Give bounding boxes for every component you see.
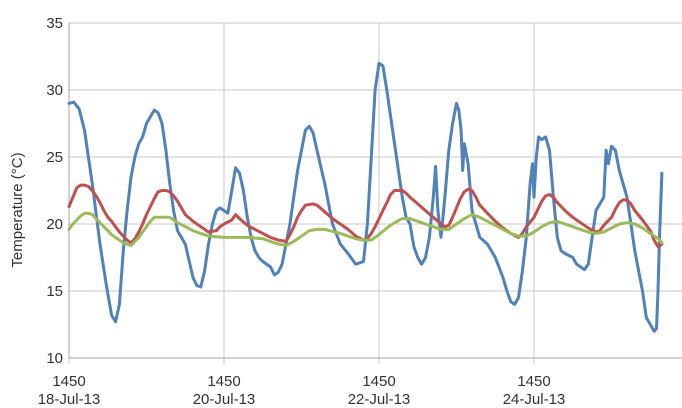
- y-tick-label: 25: [46, 149, 63, 166]
- y-tick-label: 35: [46, 15, 63, 32]
- x-tick-date-label: 24-Jul-13: [503, 391, 566, 408]
- x-tick-time-label: 1450: [362, 373, 395, 390]
- x-tick-date-label: 22-Jul-13: [348, 391, 411, 408]
- y-tick-label: 15: [46, 283, 63, 300]
- series-line-3: [67, 211, 664, 247]
- series-layer: [67, 61, 664, 333]
- x-tick-date-label: 18-Jul-13: [38, 391, 101, 408]
- y-tick-label: 20: [46, 216, 63, 233]
- x-tick-time-label: 1450: [207, 373, 240, 390]
- y-axis-title: Temperature (°C): [9, 152, 26, 267]
- x-tick-time-label: 1450: [52, 373, 85, 390]
- x-axis-tick-labels: 145018-Jul-13145020-Jul-13145022-Jul-131…: [38, 373, 566, 408]
- y-tick-label: 30: [46, 82, 63, 99]
- x-tick-time-label: 1450: [517, 373, 550, 390]
- x-tick-date-label: 20-Jul-13: [193, 391, 256, 408]
- plot-axes: [68, 23, 682, 359]
- y-axis-tick-labels: 10 15 20 25 30 35: [46, 15, 63, 367]
- y-tick-label: 10: [46, 350, 63, 367]
- series-line-1: [67, 61, 664, 333]
